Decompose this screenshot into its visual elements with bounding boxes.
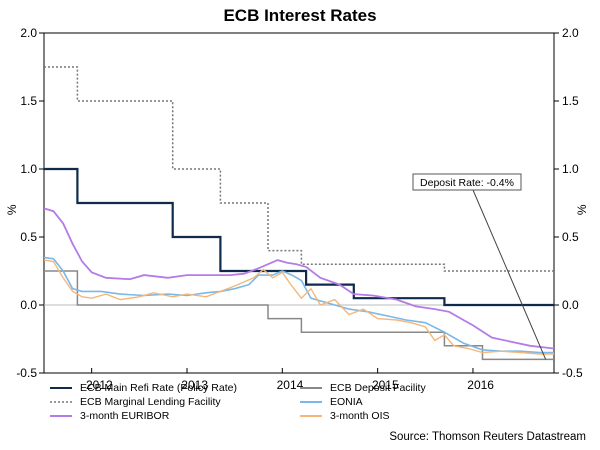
legend-label: ECB Deposit Facility bbox=[330, 382, 426, 394]
annotation-text: Deposit Rate: -0.4% bbox=[420, 177, 514, 189]
x-tick-label: 2016 bbox=[467, 378, 494, 392]
x-tick-label: 2014 bbox=[277, 378, 304, 392]
y-tick-label-left: 1.5 bbox=[20, 94, 37, 108]
legend-swatch bbox=[300, 415, 322, 418]
x-tick-label: 2015 bbox=[372, 378, 399, 392]
y-tick-label-right: 1.5 bbox=[562, 94, 579, 108]
y-tick-label-left: 0.0 bbox=[20, 298, 37, 312]
legend-item: ECB Marginal Lending Facility bbox=[50, 396, 221, 408]
legend-label: 3-month OIS bbox=[330, 410, 390, 422]
source-note: Source: Thomson Reuters Datastream bbox=[389, 431, 586, 443]
y-axis-label-right: % bbox=[575, 204, 589, 215]
legend-swatch bbox=[300, 401, 322, 404]
y-tick-label-right: 0.5 bbox=[562, 230, 579, 244]
y-tick-label-right: 0.0 bbox=[562, 298, 579, 312]
series-line-2 bbox=[43, 207, 555, 350]
x-tick-label: 2012 bbox=[86, 378, 113, 392]
plot-frame bbox=[43, 32, 555, 374]
series-line-1 bbox=[44, 66, 554, 272]
y-tick-label-left: 2.0 bbox=[20, 26, 37, 40]
chart-title: ECB Interest Rates bbox=[223, 6, 377, 25]
y-tick-label-left: 1.0 bbox=[20, 162, 37, 176]
series-line-0 bbox=[44, 167, 554, 307]
legend-item: ECB Main Refi Rate (Policy Rate) bbox=[50, 382, 237, 394]
series-line-3 bbox=[44, 270, 554, 361]
legend-item: 3-month EURIBOR bbox=[50, 410, 169, 422]
series-line-4 bbox=[43, 256, 554, 354]
annotation-box bbox=[412, 173, 522, 191]
y-axis-label-left: % bbox=[5, 204, 19, 215]
y-tick-label-right: -0.5 bbox=[562, 366, 583, 380]
y-tick-label-right: 1.0 bbox=[562, 162, 579, 176]
x-tick-label: 2013 bbox=[181, 378, 208, 392]
legend-label: ECB Marginal Lending Facility bbox=[80, 396, 221, 408]
legend-swatch bbox=[50, 387, 72, 390]
legend-swatch bbox=[300, 387, 322, 390]
y-tick-label-right: 2.0 bbox=[562, 26, 579, 40]
legend-label: EONIA bbox=[330, 396, 363, 408]
legend-label: 3-month EURIBOR bbox=[80, 410, 170, 422]
legend-swatch bbox=[50, 401, 72, 404]
y-tick-label-left: -0.5 bbox=[16, 366, 37, 380]
legend-item: 3-month OIS bbox=[300, 410, 390, 422]
legend-item: EONIA bbox=[300, 396, 363, 408]
annotation-leader bbox=[472, 189, 547, 360]
legend-swatch bbox=[50, 415, 72, 418]
legend-label: ECB Main Refi Rate (Policy Rate) bbox=[80, 382, 237, 394]
series-line-5 bbox=[43, 259, 554, 355]
legend-item: ECB Deposit Facility bbox=[300, 382, 426, 394]
y-tick-label-left: 0.5 bbox=[20, 230, 37, 244]
